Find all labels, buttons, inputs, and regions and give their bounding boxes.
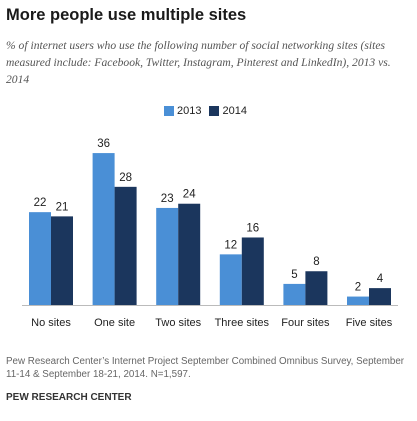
data-label-2014-one-site: 28	[119, 172, 132, 184]
x-tick-label-no-sites: No sites	[31, 317, 71, 329]
chart-title: More people use multiple sites	[6, 6, 247, 24]
bar-2014-one-site	[114, 186, 137, 305]
x-tick-label-three-sites: Three sites	[215, 317, 270, 329]
chart-subtitle: % of internet users who use the followin…	[6, 39, 391, 86]
data-label-2014-three-sites: 16	[246, 222, 259, 234]
legend-label-2014: 2014	[222, 105, 247, 117]
legend-swatch-2014	[209, 106, 220, 116]
bar-2013-two-sites	[156, 207, 179, 305]
bar-2013-three-sites	[219, 254, 242, 305]
bar-2014-three-sites	[241, 237, 264, 305]
legend-item-2013: 2013	[164, 105, 201, 117]
data-label-2013-three-sites: 12	[224, 239, 237, 251]
data-label-2014-five-sites: 4	[377, 273, 384, 285]
bar-2014-no-sites	[51, 216, 73, 305]
bar-2014-two-sites	[178, 203, 201, 305]
bar-2014-five-sites	[369, 288, 391, 305]
legend-swatch-2013	[164, 106, 174, 116]
legend: 2013 2014	[164, 105, 255, 117]
data-label-2013-four-sites: 5	[291, 269, 297, 281]
x-tick-label-five-sites: Five sites	[346, 317, 393, 329]
legend-item-2014: 2014	[209, 105, 247, 117]
bar-2013-one-site	[92, 153, 115, 305]
x-tick-label-two-sites: Two sites	[155, 317, 201, 329]
data-label-2013-no-sites: 22	[34, 197, 47, 209]
bar-2013-no-sites	[29, 212, 51, 305]
source-note: Pew Research Center’s Internet Project S…	[6, 356, 405, 380]
org-name: PEW RESEARCH CENTER	[6, 392, 132, 403]
data-label-2014-no-sites: 21	[56, 201, 69, 213]
data-label-2014-four-sites: 8	[313, 256, 319, 268]
x-tick-label-one-site: One site	[94, 317, 135, 329]
bar-2013-five-sites	[347, 296, 369, 305]
data-label-2013-one-site: 36	[97, 138, 110, 150]
x-tick-label-four-sites: Four sites	[281, 317, 330, 329]
data-label-2013-two-sites: 23	[161, 193, 174, 205]
bar-2014-four-sites	[305, 271, 328, 305]
data-label-2014-two-sites: 24	[183, 189, 196, 201]
data-label-2013-five-sites: 2	[355, 282, 361, 294]
bar-2013-four-sites	[283, 283, 306, 305]
legend-label-2013: 2013	[177, 105, 202, 117]
